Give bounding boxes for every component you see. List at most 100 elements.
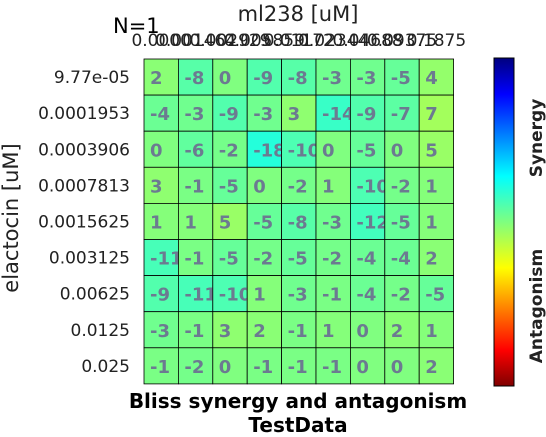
cell-value-label: 0 <box>356 321 369 342</box>
heatmap-cell <box>281 130 317 168</box>
heatmap-cell <box>315 239 351 276</box>
cell-value-label: 0 <box>391 140 404 161</box>
cell-value-label: 2 <box>253 321 266 342</box>
y-tick-label: 0.00625 <box>60 285 130 305</box>
cell-value-label: -5 <box>253 212 273 233</box>
cell-value-label: -8 <box>184 68 204 89</box>
y-axis-label: elactocin [uM] <box>0 143 23 292</box>
cell-value-label: -1 <box>288 321 308 342</box>
heatmap-cell <box>384 58 420 96</box>
x-tick-label: 0.1875 <box>407 31 466 51</box>
chart-subtitle: TestData <box>248 413 347 437</box>
cell-value-label: -2 <box>288 176 308 197</box>
heatmap-cell <box>212 94 248 132</box>
cell-value-label: 5 <box>425 140 438 161</box>
cell-value-label: -1 <box>150 357 170 378</box>
heatmap-cell <box>143 239 179 276</box>
x-tick-label: 0.0000 <box>131 31 190 51</box>
y-tick-label: 0.025 <box>81 357 130 377</box>
colorbar <box>493 57 515 387</box>
heatmap-cell <box>246 130 282 168</box>
cell-value-label: -3 <box>288 285 308 306</box>
cell-value-label: -8 <box>288 212 308 233</box>
y-tick-label: 0.0001953 <box>38 104 130 124</box>
x-tick-label: 0.01172 <box>264 31 334 51</box>
heatmap-cell <box>143 130 179 168</box>
heatmap-cell <box>384 94 420 132</box>
cell-value-label: 1 <box>322 321 335 342</box>
heatmap-cell <box>281 311 317 349</box>
x-axis-label: ml238 [uM] <box>238 2 359 26</box>
cell-value-label: -5 <box>425 285 445 306</box>
heatmap-cell <box>349 311 386 349</box>
cell-value-label: -7 <box>391 104 411 125</box>
heatmap-cell <box>418 166 455 204</box>
y-tick-label: 0.0015625 <box>38 212 130 232</box>
cell-value-label: 0 <box>322 140 335 161</box>
cell-value-label: -14 <box>322 104 355 125</box>
heatmap-cells: 2 -8 0 -9 -8 -3 -3 -5 4-4 -3 -9 -3 3 -14 -9 -7 70 -6 -2 -18… <box>143 58 455 385</box>
cell-value-label: -2 <box>391 176 411 197</box>
cell-value-label: -10 <box>288 140 321 161</box>
cell-value-label: -3 <box>322 212 342 233</box>
n-annotation: N=1 <box>113 14 160 38</box>
heatmap-cell <box>281 239 317 276</box>
cell-value-label: 4 <box>425 68 438 89</box>
cell-value-label: -12 <box>356 212 389 233</box>
heatmap-cell <box>177 347 214 385</box>
y-tick-label: 9.77e-05 <box>54 68 130 88</box>
heatmap-cell <box>246 166 282 204</box>
cell-value-label: -2 <box>253 249 273 270</box>
cell-value-label: 0 <box>219 68 232 89</box>
colorbar-antagonism-label: Antagonism <box>527 249 546 363</box>
cell-value-label: -1 <box>184 249 204 270</box>
cell-value-label: -3 <box>322 68 342 89</box>
heatmap-cell <box>418 94 455 132</box>
heatmap-cell <box>281 94 317 132</box>
heatmap-cell <box>177 166 214 204</box>
heatmap-cell <box>349 347 386 385</box>
heatmap-cell <box>349 94 386 132</box>
x-tick-label: 0.005859 <box>224 31 305 51</box>
cell-value-label: 5 <box>219 212 232 233</box>
cell-value-label: -4 <box>391 249 411 270</box>
cell-value-label: -11 <box>150 249 183 270</box>
cell-value-label: -5 <box>219 249 239 270</box>
heatmap-cell <box>143 275 179 313</box>
cell-value-label: 1 <box>425 176 438 197</box>
heatmap-cell <box>212 130 248 168</box>
cell-value-label: -9 <box>150 285 170 306</box>
heatmap-cell <box>143 202 179 240</box>
heatmap-cell <box>177 275 214 313</box>
heatmap-cell <box>315 58 351 96</box>
cell-value-label: -5 <box>391 68 411 89</box>
heatmap-cell <box>177 58 214 96</box>
cell-value-label: 0 <box>253 176 266 197</box>
cell-value-label: -4 <box>356 285 376 306</box>
heatmap-cell <box>177 239 214 276</box>
cell-value-label: 3 <box>150 176 163 197</box>
cell-value-label: -5 <box>288 249 308 270</box>
heatmap-cell <box>418 130 455 168</box>
cell-value-label: 0 <box>219 357 232 378</box>
cell-value-label: 3 <box>288 104 301 125</box>
cell-value-label: -5 <box>356 140 376 161</box>
cell-value-label: -2 <box>391 285 411 306</box>
cell-value-label: 0 <box>391 357 404 378</box>
cell-value-label: -2 <box>322 249 342 270</box>
cell-value-label: 1 <box>184 212 197 233</box>
cell-value-label: -10 <box>356 176 389 197</box>
heatmap-cell <box>143 311 179 349</box>
colorbar-synergy-label: Synergy <box>527 99 546 178</box>
cell-value-label: 1 <box>425 212 438 233</box>
cell-value-label: -3 <box>356 68 376 89</box>
heatmap-cell <box>143 347 179 385</box>
heatmap-cell <box>143 58 179 96</box>
heatmap-cell <box>281 275 317 313</box>
cell-value-label: -2 <box>184 357 204 378</box>
x-tick-label: 0.02344 <box>298 31 368 51</box>
x-tick-label: 0.09375 <box>367 31 437 51</box>
cell-value-label: -3 <box>253 104 273 125</box>
cell-value-label: -11 <box>184 285 217 306</box>
